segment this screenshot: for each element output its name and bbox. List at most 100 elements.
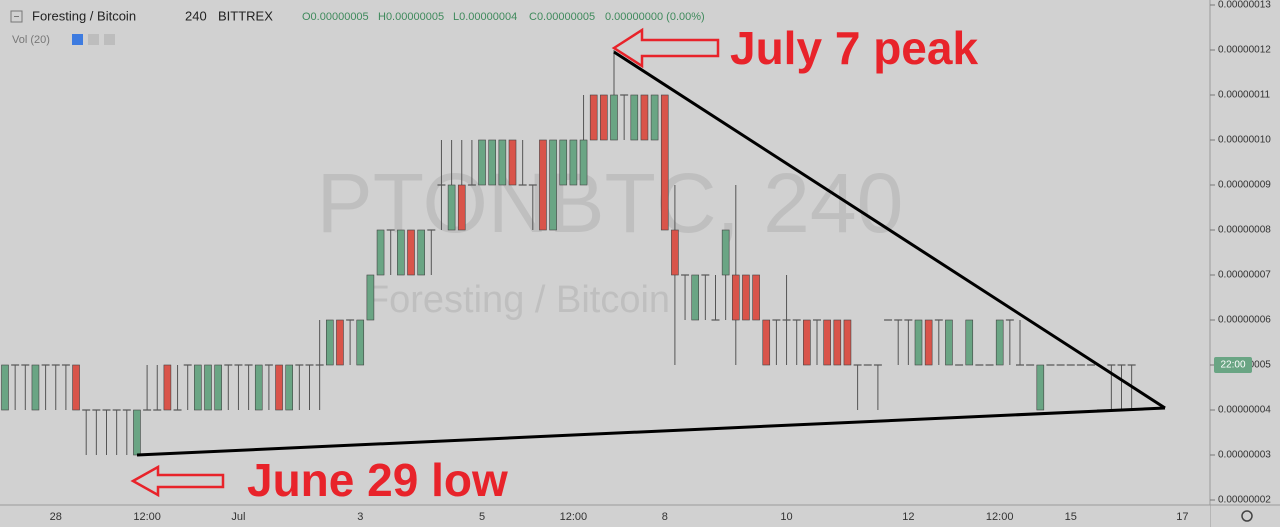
- candle-body: [579, 139, 588, 186]
- candle-body: [31, 364, 40, 411]
- plot-area: [1, 49, 1136, 456]
- candle-body: [945, 319, 953, 366]
- x-tick-label: 17: [1176, 511, 1188, 523]
- candle-body: [823, 319, 831, 366]
- price-axis: [1210, 0, 1280, 527]
- candle-body: [559, 139, 568, 186]
- candle-body: [447, 184, 456, 231]
- header: Foresting / Bitcoin 240 BITTREX O0.00000…: [10, 8, 705, 46]
- countdown: 22:00: [1220, 360, 1245, 371]
- candle-body: [589, 94, 598, 141]
- close-value: C0.00000005: [529, 11, 595, 23]
- candle-body: [539, 139, 547, 231]
- arrow: [611, 27, 720, 69]
- candle-body: [600, 94, 608, 141]
- close-icon[interactable]: [104, 34, 115, 45]
- candle-body: [843, 319, 852, 366]
- y-tick-label: 0.00000010: [1218, 135, 1271, 146]
- candle-body: [803, 319, 811, 366]
- y-tick-label: 0.00000011: [1218, 90, 1271, 101]
- annotation: June 29 low: [247, 454, 508, 506]
- x-tick-label: 10: [780, 511, 792, 523]
- collapse-icon[interactable]: [10, 10, 23, 23]
- candle-body: [1036, 364, 1045, 411]
- x-tick-label: 12: [902, 511, 914, 523]
- trend-line: [613, 50, 1166, 410]
- candle-body: [488, 139, 497, 186]
- candle-body: [731, 274, 740, 321]
- y-tick-label: 0.00000004: [1218, 405, 1271, 416]
- annotation: July 7 peak: [730, 22, 978, 74]
- y-tick-label: 0.00000009: [1218, 180, 1271, 191]
- x-tick-label: 15: [1065, 511, 1077, 523]
- settings-icon[interactable]: [88, 34, 99, 45]
- candle-body: [742, 274, 750, 321]
- y-tick-label: 0.00000007: [1218, 270, 1271, 281]
- candle-body: [995, 319, 1004, 366]
- candle-body: [610, 94, 618, 141]
- y-tick-label: 0.00000003: [1218, 450, 1271, 461]
- symbol-title[interactable]: Foresting / Bitcoin: [32, 8, 136, 23]
- candle-body: [660, 94, 669, 231]
- x-tick-label: 28: [50, 511, 62, 523]
- candle-body: [254, 364, 263, 411]
- arrow: [130, 464, 225, 498]
- candle-body: [133, 409, 141, 456]
- candle-body: [163, 364, 172, 411]
- candle-body: [275, 364, 283, 411]
- settings-gear[interactable]: [1241, 510, 1253, 522]
- watermark-subtitle: Foresting / Bitcoin: [366, 279, 670, 321]
- candle-body: [214, 364, 222, 411]
- x-tick-label: 12:00: [133, 511, 161, 523]
- candle-body: [72, 364, 80, 411]
- candle-body: [721, 229, 730, 276]
- trend-line: [136, 406, 1166, 457]
- time-axis: [0, 505, 1210, 527]
- indicator-name[interactable]: Vol (20): [12, 34, 50, 46]
- candle-body: [1, 364, 9, 411]
- exchange[interactable]: BITTREX: [218, 8, 273, 23]
- candle-body: [366, 274, 375, 321]
- candle-body: [397, 229, 405, 276]
- visibility-icon[interactable]: [72, 34, 83, 45]
- y-tick-label: 0.00000002: [1218, 495, 1271, 506]
- candle-body: [478, 139, 486, 186]
- candle-body: [356, 319, 365, 366]
- x-tick-label: 5: [479, 511, 485, 523]
- x-tick-label: 12:00: [986, 511, 1014, 523]
- low-value: L0.00000004: [453, 11, 517, 23]
- price-tag: [1214, 357, 1252, 374]
- candle-body: [965, 319, 974, 366]
- candle-body: [407, 229, 415, 276]
- candle-body: [204, 364, 212, 411]
- candle-body: [752, 274, 760, 321]
- candle-body: [640, 94, 649, 141]
- x-tick-label: 12:00: [560, 511, 588, 523]
- candle-body: [376, 229, 385, 276]
- candle-body: [914, 319, 923, 366]
- candle-body: [569, 139, 578, 186]
- candle-body: [194, 364, 202, 411]
- candle-body: [285, 364, 294, 411]
- candle-body: [924, 319, 933, 366]
- candle-body: [336, 319, 344, 366]
- candle-body: [325, 319, 334, 366]
- y-tick-label: 0.00000013: [1218, 0, 1271, 11]
- candle-body: [417, 229, 425, 276]
- candle-body: [498, 139, 507, 186]
- candle-body: [508, 139, 517, 186]
- x-tick-label: 3: [357, 511, 363, 523]
- x-tick-label: Jul: [231, 511, 245, 523]
- y-tick-label: 0.00000008: [1218, 225, 1271, 236]
- high-value: H0.00000005: [378, 11, 444, 23]
- candle-body: [671, 229, 679, 276]
- y-tick-label: 0.00000006: [1218, 315, 1271, 326]
- y-tick-label: 0.00000012: [1218, 45, 1271, 56]
- candle-body: [650, 94, 659, 141]
- interval[interactable]: 240: [185, 8, 207, 23]
- change-value: 0.00000000 (0.00%): [605, 11, 705, 23]
- open-value: O0.00000005: [302, 11, 369, 23]
- x-tick-label: 8: [662, 511, 668, 523]
